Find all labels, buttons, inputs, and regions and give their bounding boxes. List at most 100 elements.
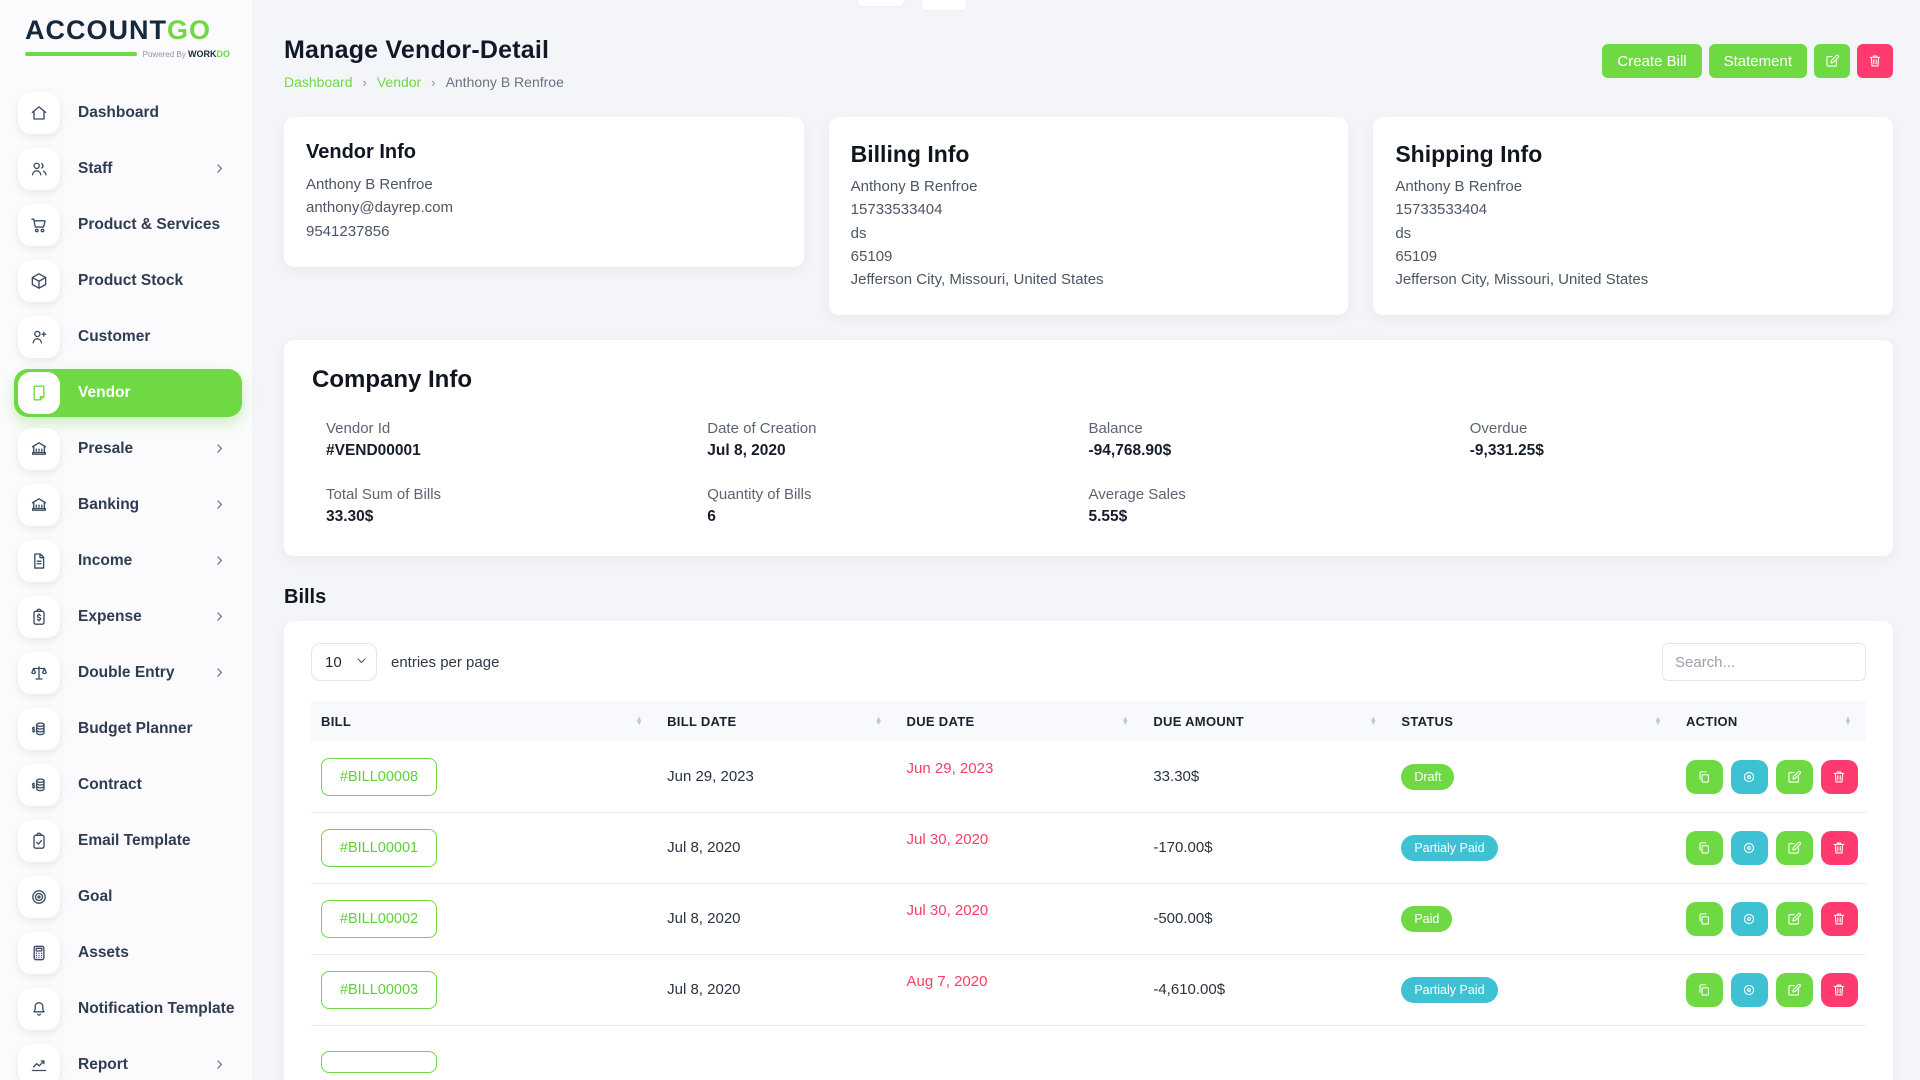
due-date-overdue: Jul 30, 2020 (906, 902, 989, 920)
info-line: Anthony B Renfroe (306, 176, 433, 193)
chevron-right-icon (213, 498, 226, 511)
sidebar-item-customer[interactable]: Customer (14, 313, 242, 361)
edit-vendor-button[interactable] (1814, 44, 1850, 78)
info-line: Jefferson City, Missouri, United States (850, 271, 1104, 288)
bill-number-link[interactable]: #BILL00008 (321, 757, 437, 796)
search-input[interactable] (1662, 643, 1866, 682)
delete-vendor-button[interactable] (1857, 44, 1893, 78)
copy-icon (1696, 982, 1712, 998)
breadcrumb: Dashboard › Vendor › Anthony B Renfroe (284, 74, 564, 90)
due-amount-cell (1143, 1025, 1391, 1080)
breadcrumb-dashboard[interactable]: Dashboard (284, 74, 353, 90)
sidebar-item-budget-planner[interactable]: Budget Planner (14, 705, 242, 753)
bill-date-cell: Jul 8, 2020 (667, 981, 741, 999)
duplicate-button[interactable] (1685, 972, 1723, 1007)
delete-button[interactable] (1820, 759, 1858, 794)
sidebar-item-report[interactable]: Report (14, 1041, 242, 1080)
column-header-due-amount[interactable]: DUE AMOUNT ▲ ▼ (1153, 713, 1378, 729)
company-field-balance: Balance -94,768.90$ (1089, 420, 1470, 460)
edit-button[interactable] (1775, 972, 1813, 1007)
sidebar-item-label: Expense (78, 607, 142, 625)
info-line: 65109 (1395, 247, 1438, 265)
due-date-overdue: Aug 7, 2020 (906, 973, 988, 991)
sidebar-item-label: Staff (78, 159, 113, 177)
duplicate-button[interactable] (1685, 830, 1723, 865)
sidebar-item-expense[interactable]: Expense (14, 593, 242, 641)
view-button[interactable] (1730, 759, 1768, 794)
view-button[interactable] (1730, 830, 1768, 865)
status-badge: Partialy Paid (1401, 834, 1498, 861)
bill-number-link[interactable]: #BILL00002 (321, 899, 437, 938)
column-header-due-date[interactable]: DUE DATE ▲ ▼ (906, 713, 1130, 729)
trash-icon (1831, 982, 1847, 998)
breadcrumb-separator: › (362, 74, 367, 90)
field-label: Total Sum of Bills (326, 486, 442, 504)
bill-number-link[interactable]: #BILL00003 (321, 970, 437, 1009)
view-button[interactable] (1730, 901, 1768, 936)
delete-button[interactable] (1820, 830, 1858, 865)
edit-button[interactable] (1775, 759, 1813, 794)
sidebar-item-email-template[interactable]: Email Template (14, 817, 242, 865)
breadcrumb-vendor[interactable]: Vendor (376, 74, 422, 90)
company-field-date-of-creation: Date of Creation Jul 8, 2020 (707, 420, 1088, 460)
bill-number-link[interactable]: #BILL00001 (321, 828, 437, 867)
field-value: -94,768.90$ (1088, 442, 1172, 460)
company-field-quantity-of-bills: Quantity of Bills 6 (707, 486, 1088, 526)
sidebar-item-label: Product & Services (78, 215, 221, 233)
bill-number-link[interactable] (321, 1051, 437, 1073)
sidebar: ACCOUNTGO Powered By WORKDO Dashboard Sta… (0, 0, 252, 1080)
duplicate-button[interactable] (1685, 901, 1723, 936)
sidebar-item-dashboard[interactable]: Dashboard (14, 89, 242, 137)
field-label: Balance (1088, 420, 1143, 438)
column-header-bill-date[interactable]: BILL DATE ▲ ▼ (667, 713, 883, 729)
user-plus-icon (18, 315, 60, 358)
copy-icon (1696, 769, 1712, 785)
sidebar-item-product-services[interactable]: Product & Services (14, 201, 242, 249)
statement-button[interactable]: Statement (1708, 44, 1807, 78)
eye-icon (1741, 911, 1757, 927)
cube-icon (18, 259, 60, 302)
due-amount-cell: -4,610.00$ (1153, 981, 1226, 999)
entries-per-page-select[interactable]: 10 (311, 643, 377, 682)
sidebar-item-presale[interactable]: Presale (14, 425, 242, 473)
delete-button[interactable] (1820, 972, 1858, 1007)
trash-icon (1831, 911, 1847, 927)
column-header-action[interactable]: ACTION ▲ ▼ (1685, 713, 1852, 729)
chevron-right-icon (213, 554, 226, 567)
coins-dollar-icon (18, 763, 60, 806)
sidebar-nav: Dashboard Staff Product & Services Product … (0, 89, 252, 1080)
edit-button[interactable] (1775, 830, 1813, 865)
sidebar-item-income[interactable]: Income (14, 537, 242, 585)
company-field-average-sales: Average Sales 5.55$ (1089, 486, 1470, 526)
company-info-title: Company Info (312, 366, 472, 394)
sidebar-item-banking[interactable]: Banking (14, 481, 242, 529)
edit-button[interactable] (1775, 901, 1813, 936)
sidebar-item-notification-template[interactable]: Notification Template (14, 985, 242, 1033)
field-value: 6 (707, 508, 716, 526)
pencil-square-icon (1786, 911, 1802, 927)
sidebar-item-vendor[interactable]: Vendor (14, 368, 242, 417)
app-logo[interactable]: ACCOUNTGO Powered By WORKDO (0, 15, 252, 59)
sidebar-item-double-entry[interactable]: Double Entry (14, 649, 242, 697)
column-header-status[interactable]: STATUS ▲ ▼ (1401, 713, 1662, 729)
sidebar-item-label: Product Stock (78, 271, 184, 289)
view-button[interactable] (1730, 972, 1768, 1007)
delete-button[interactable] (1820, 901, 1858, 936)
sidebar-item-product-stock[interactable]: Product Stock (14, 257, 242, 305)
sidebar-item-goal[interactable]: Goal (14, 873, 242, 921)
breadcrumb-separator: › (431, 74, 436, 90)
duplicate-button[interactable] (1685, 759, 1723, 794)
sidebar-item-assets[interactable]: Assets (14, 929, 242, 977)
bill-date-cell (657, 1025, 896, 1080)
column-header-bill[interactable]: BILL ▲ ▼ (321, 713, 644, 729)
create-bill-button[interactable]: Create Bill (1602, 44, 1702, 78)
sidebar-item-label: Dashboard (78, 103, 159, 121)
sort-icon: ▲ ▼ (874, 713, 883, 728)
sidebar-item-label: Contract (78, 775, 142, 793)
sidebar-item-contract[interactable]: Contract (14, 761, 242, 809)
info-line: Jefferson City, Missouri, United States (1395, 271, 1649, 288)
due-amount-cell: -500.00$ (1153, 910, 1213, 928)
users-icon (18, 147, 60, 190)
sidebar-item-staff[interactable]: Staff (14, 145, 242, 193)
pencil-square-icon (1786, 840, 1802, 856)
